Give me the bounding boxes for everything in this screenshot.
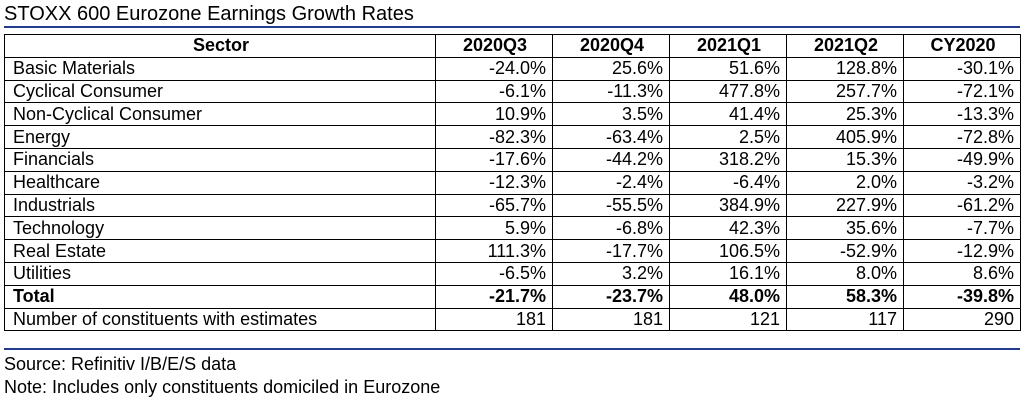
value-cell: -44.2%: [552, 147, 670, 172]
sector-cell: Healthcare: [4, 170, 436, 195]
column-header-2021q1: 2021Q1: [669, 34, 787, 58]
value-cell: 128.8%: [786, 56, 904, 81]
value-cell: -12.3%: [435, 170, 553, 195]
total-label-cell: Total: [4, 284, 436, 309]
value-cell: -49.9%: [903, 147, 1021, 172]
earnings-growth-table: Sector 2020Q3 2020Q4 2021Q1 2021Q2 CY202…: [4, 34, 1021, 332]
value-cell: 318.2%: [669, 147, 787, 172]
value-cell: -82.3%: [435, 125, 553, 149]
value-cell: -7.7%: [903, 216, 1021, 241]
column-header-2020q3: 2020Q3: [435, 34, 553, 58]
value-cell: -6.5%: [435, 261, 553, 286]
value-cell: -6.4%: [669, 170, 787, 195]
source-note: Source: Refinitiv I/B/E/S data: [4, 354, 237, 374]
sector-cell: Non-Cyclical Consumer: [4, 102, 436, 127]
sector-cell: Industrials: [4, 193, 436, 218]
sector-cell: Basic Materials: [4, 56, 436, 81]
header-row: Sector 2020Q3 2020Q4 2021Q1 2021Q2 CY202…: [4, 34, 1021, 58]
sector-cell: Financials: [4, 147, 436, 172]
total-value-cell: -39.8%: [903, 284, 1021, 309]
table-row: Industrials -65.7% -55.5% 384.9% 227.9% …: [4, 193, 1021, 218]
total-value-cell: -21.7%: [435, 284, 553, 309]
value-cell: -13.3%: [903, 102, 1021, 127]
column-header-sector: Sector: [4, 34, 436, 58]
value-cell: 35.6%: [786, 216, 904, 241]
sector-cell: Utilities: [4, 261, 436, 286]
table-row: Utilities -6.5% 3.2% 16.1% 8.0% 8.6%: [4, 261, 1021, 286]
sector-cell: Real Estate: [4, 239, 436, 263]
value-cell: 2.0%: [786, 170, 904, 195]
value-cell: 8.6%: [903, 261, 1021, 286]
value-cell: 10.9%: [435, 102, 553, 127]
constituents-count-cell: 121: [669, 307, 787, 332]
value-cell: 8.0%: [786, 261, 904, 286]
column-header-cy2020: CY2020: [903, 34, 1021, 58]
value-cell: -55.5%: [552, 193, 670, 218]
table-row: Healthcare -12.3% -2.4% -6.4% 2.0% -3.2%: [4, 170, 1021, 195]
value-cell: 111.3%: [435, 239, 553, 263]
value-cell: 15.3%: [786, 147, 904, 172]
value-cell: 3.5%: [552, 102, 670, 127]
value-cell: 42.3%: [669, 216, 787, 241]
value-cell: -30.1%: [903, 56, 1021, 81]
value-cell: -3.2%: [903, 170, 1021, 195]
value-cell: -63.4%: [552, 125, 670, 149]
value-cell: -2.4%: [552, 170, 670, 195]
value-cell: -12.9%: [903, 239, 1021, 263]
value-cell: -17.7%: [552, 239, 670, 263]
value-cell: 405.9%: [786, 125, 904, 149]
column-header-2021q2: 2021Q2: [786, 34, 904, 58]
value-cell: 25.6%: [552, 56, 670, 81]
table-row: Energy -82.3% -63.4% 2.5% 405.9% -72.8%: [4, 125, 1021, 149]
value-cell: 227.9%: [786, 193, 904, 218]
value-cell: 41.4%: [669, 102, 787, 127]
table-row: Cyclical Consumer -6.1% -11.3% 477.8% 25…: [4, 79, 1021, 104]
value-cell: 106.5%: [669, 239, 787, 263]
value-cell: 5.9%: [435, 216, 553, 241]
footer-rule: [4, 348, 1020, 350]
constituents-count-cell: 117: [786, 307, 904, 332]
table-row: Real Estate 111.3% -17.7% 106.5% -52.9% …: [4, 239, 1021, 263]
table-row: Technology 5.9% -6.8% 42.3% 35.6% -7.7%: [4, 216, 1021, 241]
value-cell: 16.1%: [669, 261, 787, 286]
value-cell: -11.3%: [552, 79, 670, 104]
sector-cell: Cyclical Consumer: [4, 79, 436, 104]
value-cell: 25.3%: [786, 102, 904, 127]
value-cell: -72.1%: [903, 79, 1021, 104]
value-cell: -52.9%: [786, 239, 904, 263]
value-cell: -65.7%: [435, 193, 553, 218]
sector-cell: Technology: [4, 216, 436, 241]
constituents-label-cell: Number of constituents with estimates: [4, 307, 436, 332]
table-title: STOXX 600 Eurozone Earnings Growth Rates: [4, 3, 414, 25]
value-cell: 384.9%: [669, 193, 787, 218]
column-header-2020q4: 2020Q4: [552, 34, 670, 58]
domicile-note: Note: Includes only constituents domicil…: [4, 377, 441, 397]
value-cell: -72.8%: [903, 125, 1021, 149]
total-value-cell: -23.7%: [552, 284, 670, 309]
value-cell: -6.1%: [435, 79, 553, 104]
value-cell: 2.5%: [669, 125, 787, 149]
total-value-cell: 58.3%: [786, 284, 904, 309]
table-row: Basic Materials -24.0% 25.6% 51.6% 128.8…: [4, 56, 1021, 81]
value-cell: -17.6%: [435, 147, 553, 172]
constituents-count-cell: 290: [903, 307, 1021, 332]
constituents-row: Number of constituents with estimates 18…: [4, 307, 1021, 332]
value-cell: 51.6%: [669, 56, 787, 81]
total-row: Total -21.7% -23.7% 48.0% 58.3% -39.8%: [4, 284, 1021, 309]
value-cell: 257.7%: [786, 79, 904, 104]
constituents-count-cell: 181: [552, 307, 670, 332]
table-row: Non-Cyclical Consumer 10.9% 3.5% 41.4% 2…: [4, 102, 1021, 127]
table-row: Financials -17.6% -44.2% 318.2% 15.3% -4…: [4, 147, 1021, 172]
value-cell: -61.2%: [903, 193, 1021, 218]
total-value-cell: 48.0%: [669, 284, 787, 309]
constituents-count-cell: 181: [435, 307, 553, 332]
value-cell: -6.8%: [552, 216, 670, 241]
value-cell: 3.2%: [552, 261, 670, 286]
title-rule: [4, 26, 1020, 28]
value-cell: -24.0%: [435, 56, 553, 81]
value-cell: 477.8%: [669, 79, 787, 104]
sector-cell: Energy: [4, 125, 436, 149]
